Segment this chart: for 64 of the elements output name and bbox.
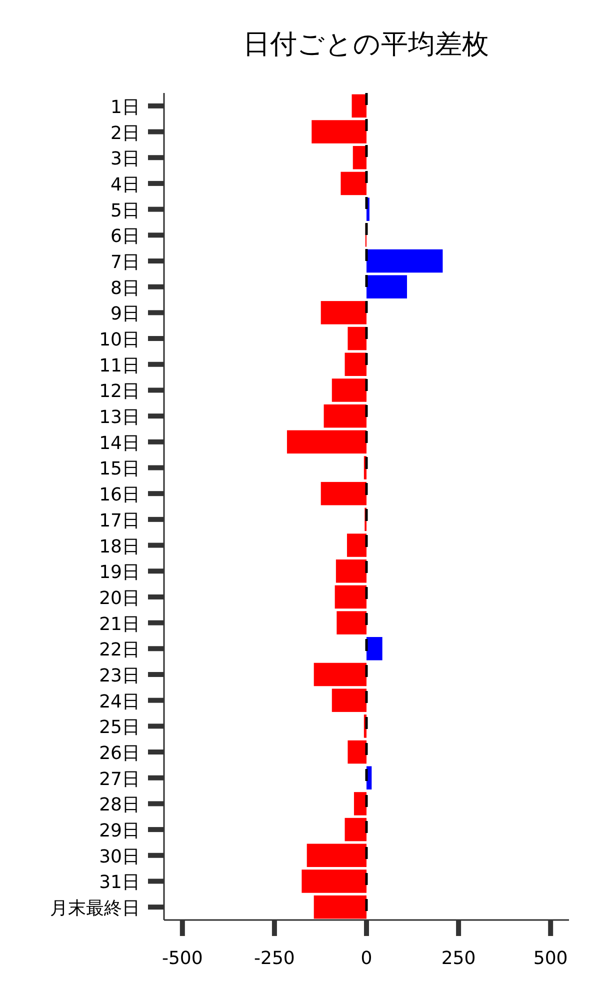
bar bbox=[306, 844, 366, 868]
y-tick-label: 31日 bbox=[99, 872, 140, 894]
y-tick-label: 17日 bbox=[99, 510, 140, 532]
x-tick-label: 500 bbox=[533, 948, 568, 969]
bar bbox=[314, 895, 366, 919]
y-tick-label: 7日 bbox=[110, 252, 140, 273]
bar bbox=[366, 249, 443, 273]
x-tick-label: -250 bbox=[254, 948, 295, 969]
y-tick-label: 29日 bbox=[99, 820, 140, 842]
bar bbox=[352, 94, 366, 118]
y-tick-label: 15日 bbox=[99, 458, 140, 480]
bar bbox=[324, 404, 366, 428]
y-tick-label: 5日 bbox=[110, 200, 140, 222]
bar bbox=[314, 662, 366, 686]
y-tick-label: 2日 bbox=[110, 122, 140, 144]
y-tick-label: 18日 bbox=[99, 536, 140, 558]
x-tick-label: 0 bbox=[360, 948, 372, 969]
y-tick-label: 14日 bbox=[99, 432, 140, 454]
y-tick-label: 3日 bbox=[110, 148, 140, 170]
bar bbox=[334, 585, 366, 609]
bar bbox=[320, 482, 366, 506]
bar bbox=[344, 352, 366, 376]
bar bbox=[336, 559, 366, 583]
y-tick-label: 19日 bbox=[99, 562, 140, 584]
y-tick-label: 30日 bbox=[99, 846, 140, 868]
y-tick-label: 月末最終日 bbox=[50, 898, 140, 920]
y-tick-label: 11日 bbox=[99, 355, 140, 376]
bar bbox=[332, 688, 366, 712]
bar bbox=[366, 275, 407, 298]
y-tick-label: 28日 bbox=[99, 794, 140, 816]
y-tick-label: 12日 bbox=[99, 381, 140, 402]
bar bbox=[346, 534, 366, 557]
y-tick-label: 21日 bbox=[99, 614, 140, 635]
y-tick-label: 24日 bbox=[99, 691, 140, 712]
y-tick-label: 1日 bbox=[110, 96, 140, 118]
y-tick-label: 13日 bbox=[99, 407, 140, 428]
y-tick-label: 22日 bbox=[99, 640, 140, 661]
bar bbox=[302, 870, 366, 893]
x-tick-label: -500 bbox=[162, 948, 203, 969]
y-tick-label: 10日 bbox=[99, 330, 140, 351]
x-tick-label: 250 bbox=[441, 948, 476, 969]
y-tick-label: 25日 bbox=[99, 717, 140, 738]
y-tick-label: 9日 bbox=[110, 304, 140, 325]
bar bbox=[340, 172, 366, 196]
bar bbox=[286, 430, 366, 454]
y-tick-label: 16日 bbox=[99, 484, 140, 506]
y-tick-label: 27日 bbox=[99, 768, 140, 790]
y-tick-label: 8日 bbox=[110, 278, 140, 299]
bar bbox=[348, 740, 366, 764]
bar bbox=[336, 611, 366, 634]
bar bbox=[312, 120, 366, 144]
bar bbox=[332, 378, 366, 402]
bar bbox=[352, 146, 366, 170]
bar bbox=[344, 818, 366, 842]
chart-title: 日付ごとの平均差枚 bbox=[243, 29, 489, 60]
bar bbox=[348, 326, 366, 350]
y-tick-label: 23日 bbox=[99, 665, 140, 686]
y-tick-label: 26日 bbox=[99, 743, 140, 764]
bar bbox=[320, 301, 366, 324]
y-tick-label: 4日 bbox=[110, 174, 140, 196]
y-tick-label: 20日 bbox=[99, 588, 140, 609]
bar bbox=[354, 792, 366, 816]
y-tick-label: 6日 bbox=[110, 226, 140, 248]
bar bbox=[366, 637, 382, 660]
